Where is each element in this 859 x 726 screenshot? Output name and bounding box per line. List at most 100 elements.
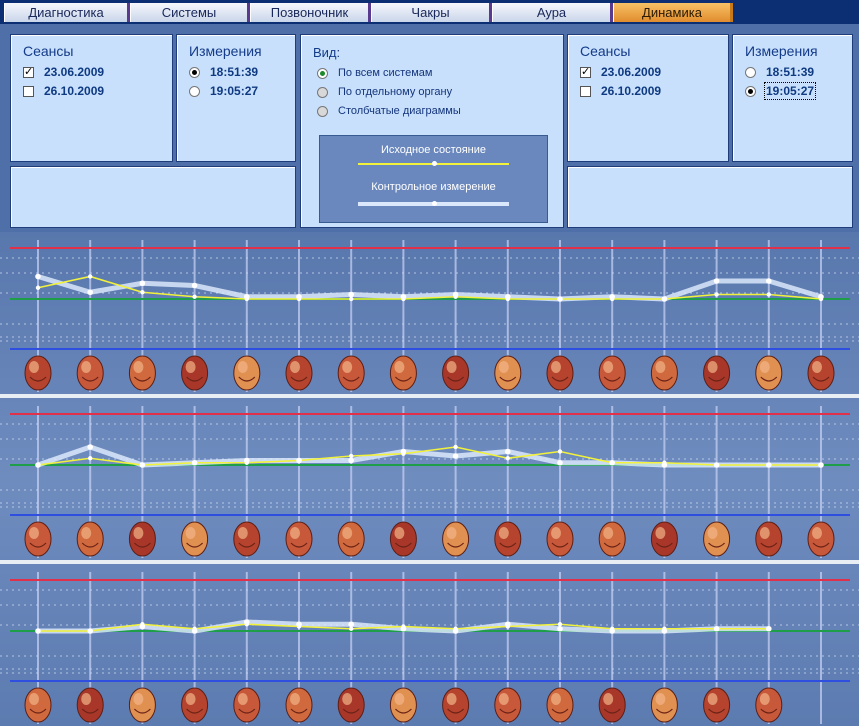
brain-side-icon[interactable] bbox=[546, 521, 574, 557]
bone-icon[interactable] bbox=[76, 687, 104, 723]
right-measurement-2[interactable]: 19:05:27 bbox=[745, 82, 817, 100]
left-sessions-title: Сеансы bbox=[23, 43, 74, 59]
pelvis-organ-icon[interactable] bbox=[337, 687, 365, 723]
radio-unselected-icon[interactable] bbox=[317, 86, 328, 98]
kidney-adrenal-icon[interactable] bbox=[337, 521, 365, 557]
right-session-2[interactable]: 26.10.2009 bbox=[580, 82, 661, 100]
control-point bbox=[87, 444, 93, 450]
right-measurement-1[interactable]: 18:51:39 bbox=[745, 63, 814, 81]
baseline-point bbox=[557, 296, 563, 302]
knee-icon[interactable] bbox=[755, 687, 783, 723]
checkbox-checked-icon[interactable]: ✓ bbox=[580, 65, 591, 78]
baseline-point bbox=[401, 451, 406, 456]
bone-icon[interactable] bbox=[24, 687, 52, 723]
baseline-point bbox=[296, 624, 302, 629]
right-info-panel bbox=[567, 166, 853, 228]
tab-dynamics[interactable]: Динамика bbox=[613, 3, 733, 22]
baseline-point bbox=[140, 622, 145, 627]
pelvis-bone-icon[interactable] bbox=[442, 687, 470, 723]
colon-icon[interactable] bbox=[24, 521, 52, 557]
view-option-single-organ[interactable]: По отдельному органу bbox=[317, 86, 452, 98]
right-session-1[interactable]: ✓ 23.06.2009 bbox=[580, 63, 661, 81]
tab-chakras[interactable]: Чакры bbox=[371, 3, 492, 22]
right-session-2-label: 26.10.2009 bbox=[601, 84, 662, 98]
left-session-1[interactable]: ✓ 23.06.2009 bbox=[23, 63, 104, 81]
radio-selected-icon[interactable] bbox=[317, 67, 328, 79]
left-measurement-1[interactable]: 18:51:39 bbox=[189, 63, 258, 81]
control-point bbox=[557, 625, 563, 632]
view-panel: Вид: По всем системам По отдельному орга… bbox=[300, 34, 564, 228]
left-session-2[interactable]: 26.10.2009 bbox=[23, 82, 104, 100]
view-option-bar-charts[interactable]: Столбчатые диаграммы bbox=[317, 105, 461, 117]
radio-unselected-icon[interactable] bbox=[189, 85, 200, 97]
stomach-icon[interactable] bbox=[598, 355, 626, 391]
bronchi-icon[interactable] bbox=[233, 355, 261, 391]
tab-systems[interactable]: Системы bbox=[130, 3, 250, 22]
right-measurements-panel: Измерения 18:51:39 19:05:27 bbox=[732, 34, 853, 162]
baseline-point bbox=[453, 626, 458, 631]
small-intestine-icon[interactable] bbox=[755, 355, 783, 391]
radio-selected-icon[interactable] bbox=[189, 66, 200, 78]
left-measurements-title: Измерения bbox=[189, 43, 262, 59]
lungs-icon[interactable] bbox=[337, 355, 365, 391]
foot-icon[interactable] bbox=[650, 687, 678, 723]
colon-icon[interactable] bbox=[703, 355, 731, 391]
vessels-icon[interactable] bbox=[181, 355, 209, 391]
lung-lobe-icon[interactable] bbox=[546, 687, 574, 723]
left-sessions-panel: Сеансы ✓ 23.06.2009 26.10.2009 bbox=[10, 34, 173, 162]
bladder-icon[interactable] bbox=[807, 521, 835, 557]
uterus-organ-icon[interactable] bbox=[128, 687, 156, 723]
control-point bbox=[557, 459, 563, 466]
kidney-adrenal-icon[interactable] bbox=[285, 521, 313, 557]
brain-side-icon[interactable] bbox=[494, 521, 522, 557]
right-measurement-2-label: 19:05:27 bbox=[763, 82, 817, 100]
lung-lobe-icon[interactable] bbox=[494, 687, 522, 723]
checkbox-unchecked-icon[interactable] bbox=[580, 85, 591, 97]
checkbox-unchecked-icon[interactable] bbox=[23, 85, 34, 97]
control-point bbox=[452, 453, 459, 459]
foot-icon[interactable] bbox=[598, 687, 626, 723]
bladder-icon[interactable] bbox=[755, 521, 783, 557]
pelvis-organ-icon[interactable] bbox=[285, 687, 313, 723]
brain-icon[interactable] bbox=[24, 355, 52, 391]
knee-icon[interactable] bbox=[703, 687, 731, 723]
pancreas-icon[interactable] bbox=[76, 521, 104, 557]
kidney-icon[interactable] bbox=[442, 521, 470, 557]
gallbladder-icon[interactable] bbox=[546, 355, 574, 391]
spine-nerve-icon[interactable] bbox=[128, 521, 156, 557]
control-point bbox=[87, 289, 93, 296]
legend-box: Исходное состояние Контрольное измерение bbox=[319, 135, 548, 223]
lungs-icon[interactable] bbox=[389, 355, 417, 391]
pancreas-icon[interactable] bbox=[650, 355, 678, 391]
radio-unselected-icon[interactable] bbox=[317, 105, 328, 117]
heart-vessels-icon[interactable] bbox=[128, 355, 156, 391]
ovary-icon[interactable] bbox=[233, 687, 261, 723]
throat-icon[interactable] bbox=[442, 355, 470, 391]
bronchi-icon[interactable] bbox=[285, 355, 313, 391]
baseline-point bbox=[192, 626, 197, 631]
thymus-icon[interactable] bbox=[703, 521, 731, 557]
pelvis-bone-icon[interactable] bbox=[389, 687, 417, 723]
baseline-point bbox=[88, 456, 93, 461]
tab-diagnostics[interactable]: Диагностика bbox=[4, 3, 130, 22]
view-option-all-systems[interactable]: По всем системам bbox=[317, 67, 432, 79]
checkbox-checked-icon[interactable]: ✓ bbox=[23, 65, 34, 78]
tab-aura[interactable]: Аура bbox=[492, 3, 613, 22]
pelvis-icon[interactable] bbox=[233, 521, 261, 557]
uterus-organ-icon[interactable] bbox=[181, 687, 209, 723]
kidney-icon[interactable] bbox=[389, 521, 417, 557]
right-sessions-title: Сеансы bbox=[580, 43, 631, 59]
baseline-point bbox=[505, 296, 510, 302]
tab-bar: Диагностика Системы Позвоночник Чакры Ау… bbox=[0, 0, 859, 24]
liver-icon[interactable] bbox=[494, 355, 522, 391]
colon-icon[interactable] bbox=[807, 355, 835, 391]
brain-icon[interactable] bbox=[76, 355, 104, 391]
radio-selected-icon[interactable] bbox=[745, 85, 756, 97]
radio-unselected-icon[interactable] bbox=[745, 66, 756, 78]
tab-spine[interactable]: Позвоночник bbox=[250, 3, 371, 22]
testis-icon[interactable] bbox=[598, 521, 626, 557]
baseline-point bbox=[453, 294, 458, 299]
left-measurement-2[interactable]: 19:05:27 bbox=[189, 82, 258, 100]
uterus-icon[interactable] bbox=[181, 521, 209, 557]
thyroid-icon[interactable] bbox=[650, 521, 678, 557]
